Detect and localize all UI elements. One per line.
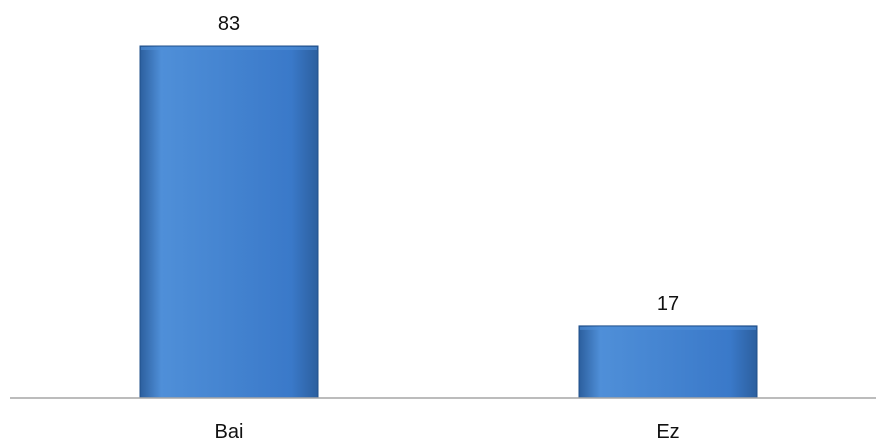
bar-highlight-bai bbox=[141, 47, 317, 50]
bar-highlight-ez bbox=[580, 326, 756, 330]
category-label-ez: Ez bbox=[656, 421, 679, 443]
bar-bai bbox=[139, 45, 319, 399]
data-label-ez: 17 bbox=[657, 293, 679, 315]
category-label-bai: Bai bbox=[215, 421, 244, 443]
bar-ez bbox=[578, 325, 758, 399]
data-label-bai: 83 bbox=[218, 13, 240, 35]
labels-group: 83 Bai 17 Ez bbox=[215, 13, 680, 443]
bars-group bbox=[139, 45, 758, 399]
